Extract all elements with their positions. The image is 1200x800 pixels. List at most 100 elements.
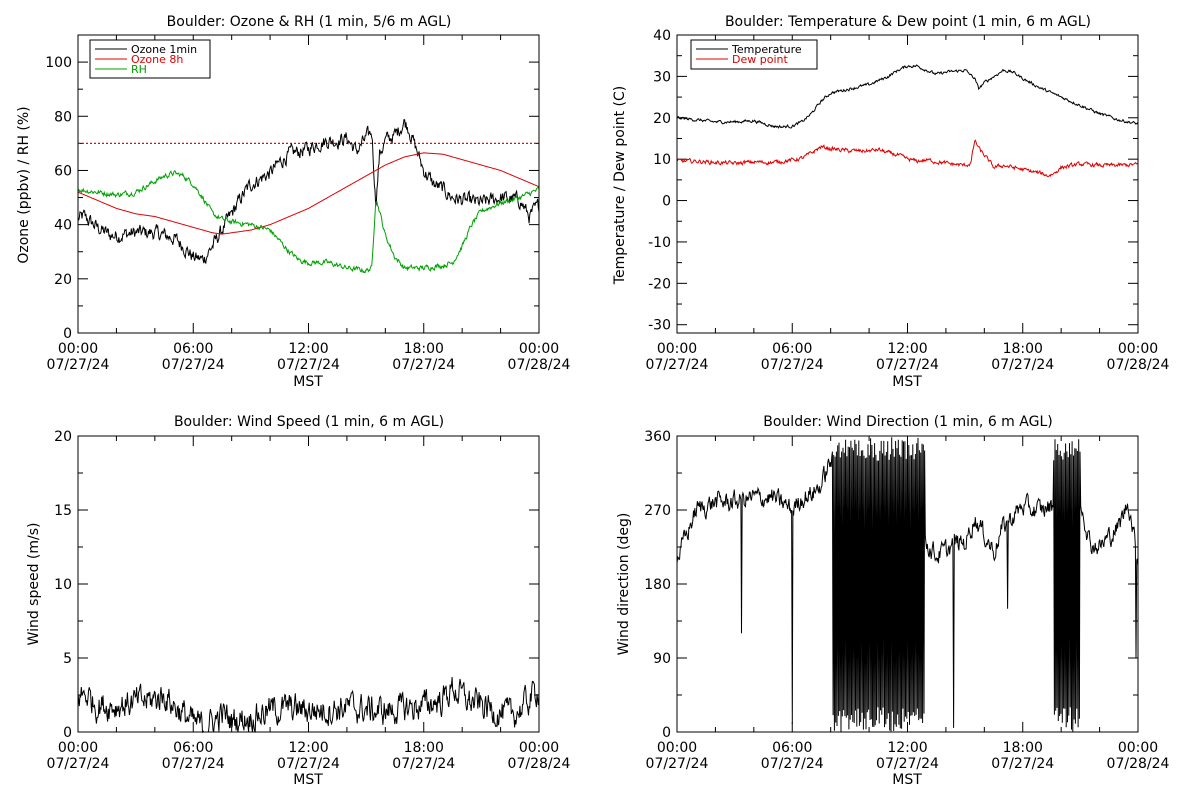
- series-line-series: [676, 437, 1139, 733]
- x-tick-label-time: 00:00: [58, 341, 98, 357]
- x-tick-label-time: 00:00: [1118, 740, 1158, 756]
- y-tick-label: 20: [54, 272, 72, 288]
- y-tick-label: 270: [644, 503, 671, 519]
- series-line-rh: [77, 170, 540, 274]
- x-tick-label-time: 06:00: [173, 341, 213, 357]
- x-tick-label-date: 07/27/24: [646, 357, 709, 373]
- chart-title: Boulder: Temperature & Dew point (1 min,…: [725, 14, 1091, 30]
- x-tick-label-date: 07/28/24: [1107, 756, 1170, 772]
- x-tick-label-date: 07/28/24: [508, 756, 571, 772]
- legend-box: [690, 39, 818, 70]
- y-tick-label: 10: [54, 577, 72, 593]
- y-tick-label: 80: [54, 109, 72, 125]
- x-tick-label-time: 00:00: [1118, 341, 1158, 357]
- y-tick-label: 15: [54, 503, 72, 519]
- y-tick-label: 5: [63, 651, 72, 667]
- x-tick-label-time: 12:00: [887, 740, 927, 756]
- legend-label-ozone-8h: Ozone 8h: [131, 53, 183, 66]
- legend-label-rh: RH: [131, 63, 147, 76]
- x-tick-label-date: 07/27/24: [162, 756, 225, 772]
- y-axis-label: Wind speed (m/s): [26, 523, 42, 646]
- x-tick-label-time: 00:00: [519, 341, 559, 357]
- x-tick-label-time: 12:00: [887, 341, 927, 357]
- panel-wind-direction: Boulder: Wind Direction (1 min, 6 m AGL)…: [616, 414, 1170, 788]
- x-tick-label-time: 00:00: [58, 740, 98, 756]
- y-tick-label: 0: [662, 194, 671, 210]
- x-tick-label-time: 06:00: [772, 740, 812, 756]
- series-line-ozone-8h: [77, 152, 540, 235]
- series-line-series: [77, 677, 540, 734]
- legend-label-ozone-1min: Ozone 1min: [131, 43, 197, 56]
- series-line-temperature: [676, 64, 1139, 129]
- series-line-ozone-1min: [77, 118, 540, 265]
- x-axis-label: MST: [293, 374, 323, 390]
- x-axis-label: MST: [892, 374, 922, 390]
- legend-label-dew-point: Dew point: [732, 53, 788, 66]
- y-axis-label: Temperature / Dew point (C): [612, 86, 628, 285]
- y-tick-label: 40: [653, 28, 671, 44]
- y-axis-label: Wind direction (deg): [616, 513, 632, 656]
- x-tick-label-time: 18:00: [1003, 740, 1043, 756]
- x-tick-label-date: 07/27/24: [162, 357, 225, 373]
- x-tick-label-time: 06:00: [772, 341, 812, 357]
- x-tick-label-date: 07/27/24: [47, 357, 110, 373]
- x-tick-label-date: 07/27/24: [876, 357, 939, 373]
- y-tick-label: 10: [653, 152, 671, 168]
- plot-frame: [676, 435, 1139, 733]
- y-tick-label: 0: [63, 725, 72, 741]
- plot-frame: [77, 435, 540, 733]
- x-tick-label-date: 07/28/24: [1107, 357, 1170, 373]
- x-axis-label: MST: [892, 772, 922, 788]
- y-tick-label: 20: [653, 111, 671, 127]
- x-tick-label-date: 07/27/24: [876, 756, 939, 772]
- legend-label-temperature: Temperature: [731, 43, 802, 56]
- x-tick-label-date: 07/27/24: [392, 756, 455, 772]
- x-tick-label-time: 00:00: [657, 341, 697, 357]
- y-tick-label: 360: [644, 429, 671, 445]
- x-tick-label-date: 07/27/24: [991, 756, 1054, 772]
- x-tick-label-date: 07/27/24: [47, 756, 110, 772]
- series-line-dew-point: [676, 139, 1139, 178]
- y-tick-label: 20: [54, 429, 72, 445]
- chart-title: Boulder: Wind Speed (1 min, 6 m AGL): [174, 414, 444, 430]
- y-tick-label: -20: [648, 276, 671, 292]
- panel-ozone-rh: Boulder: Ozone & RH (1 min, 5/6 m AGL) 0…: [16, 14, 571, 390]
- x-tick-label-time: 06:00: [173, 740, 213, 756]
- x-tick-label-date: 07/27/24: [392, 357, 455, 373]
- x-tick-label-date: 07/27/24: [277, 756, 340, 772]
- chart-title: Boulder: Ozone & RH (1 min, 5/6 m AGL): [167, 14, 452, 30]
- plot-frame: [77, 34, 540, 334]
- y-tick-label: 180: [644, 577, 671, 593]
- panel-wind-speed: Boulder: Wind Speed (1 min, 6 m AGL) 0 5 1…: [26, 414, 571, 788]
- y-axis-label: Ozone (ppbv) / RH (%): [16, 106, 32, 263]
- x-tick-label-date: 07/27/24: [991, 357, 1054, 373]
- x-tick-label-time: 12:00: [288, 740, 328, 756]
- panel-temperature-dewpoint: Boulder: Temperature & Dew point (1 min,…: [612, 14, 1170, 390]
- y-tick-label: 0: [662, 725, 671, 741]
- x-tick-label-time: 18:00: [404, 740, 444, 756]
- x-tick-label-date: 07/27/24: [646, 756, 709, 772]
- y-tick-label: 100: [45, 55, 72, 71]
- x-tick-label-time: 00:00: [519, 740, 559, 756]
- y-tick-label: 60: [54, 163, 72, 179]
- x-tick-label-date: 07/28/24: [508, 357, 571, 373]
- chart-title: Boulder: Wind Direction (1 min, 6 m AGL): [763, 414, 1052, 430]
- y-tick-label: 90: [653, 651, 671, 667]
- x-tick-label-time: 18:00: [404, 341, 444, 357]
- x-tick-label-time: 00:00: [657, 740, 697, 756]
- y-tick-label: 30: [653, 69, 671, 85]
- y-tick-label: 0: [63, 326, 72, 342]
- y-tick-label: -30: [648, 318, 671, 334]
- x-tick-label-date: 07/27/24: [761, 357, 824, 373]
- plot-frame: [676, 34, 1139, 334]
- legend: Ozone 1min Ozone 8h RH: [89, 39, 211, 79]
- y-tick-label: -10: [648, 235, 671, 251]
- x-tick-label-time: 18:00: [1003, 341, 1043, 357]
- y-tick-label: 40: [54, 218, 72, 234]
- x-tick-label-time: 12:00: [288, 341, 328, 357]
- x-tick-label-date: 07/27/24: [761, 756, 824, 772]
- x-tick-label-date: 07/27/24: [277, 357, 340, 373]
- x-axis-label: MST: [293, 772, 323, 788]
- legend: Temperature Dew point: [690, 39, 818, 70]
